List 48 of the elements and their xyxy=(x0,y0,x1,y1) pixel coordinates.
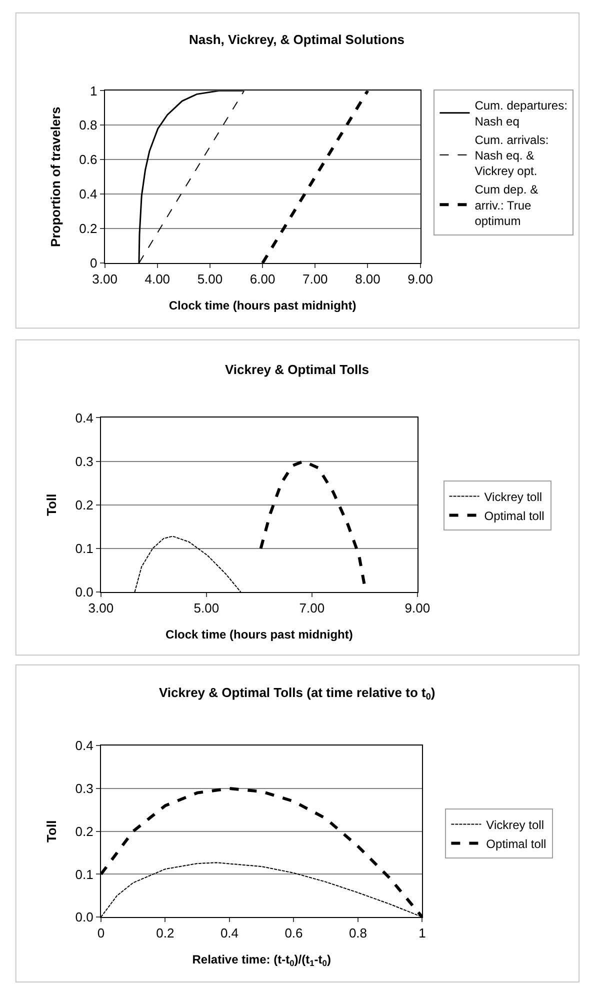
x-tick-label: 3.00 xyxy=(92,272,118,287)
x-tick-label: 5.00 xyxy=(194,600,220,616)
y-tick-label: 0.1 xyxy=(75,866,94,882)
x-tick-label: 0.4 xyxy=(220,926,239,941)
legend-label: Cum. departures: Nash eq xyxy=(474,98,568,128)
y-axis-title: Toll xyxy=(44,494,60,516)
x-axis-title: Relative time: (t-t$_{0}$)/(t$_{1}$-t$_{0}$) xyxy=(192,952,331,968)
y-tick-label: 0.2 xyxy=(75,497,94,512)
y-tick-label: 0.2 xyxy=(79,221,98,236)
y-axis-title: Toll xyxy=(44,820,60,842)
chart-title: Vickrey & Optimal Tolls (at time relative to t$_{0}$) xyxy=(159,685,436,702)
x-tick-label: 4.00 xyxy=(144,272,170,287)
x-tick-label: 0.2 xyxy=(156,926,174,941)
x-tick-label: 7.00 xyxy=(302,272,328,287)
y-tick-label: 0.3 xyxy=(75,781,94,796)
y-tick-label: 0.1 xyxy=(75,541,94,556)
y-tick-label: 0.3 xyxy=(75,454,94,469)
chart-title: Vickrey & Optimal Tolls xyxy=(225,362,370,377)
y-axis-title: Proportion of travelers xyxy=(48,106,64,247)
legend-label: Cum dep. & arriv.: True optimum xyxy=(474,182,538,228)
x-tick-label: 7.00 xyxy=(299,600,325,616)
chart-title: Nash, Vickrey, & Optimal Solutions xyxy=(189,32,405,47)
legend-label: Cum. arrivals: Nash eq. & Vickrey opt. xyxy=(474,132,549,178)
x-tick-label: 5.00 xyxy=(197,272,223,287)
y-tick-label: 0.4 xyxy=(79,186,98,202)
y-tick-label: 0.4 xyxy=(75,738,94,754)
y-tick-label: 0.6 xyxy=(79,152,98,168)
y-tick-label: 1 xyxy=(90,83,98,98)
x-axis-title: Clock time (hours past midnight) xyxy=(168,298,356,313)
y-tick-label: 0.8 xyxy=(79,118,98,133)
x-tick-label: 0.8 xyxy=(348,926,368,941)
y-tick-label: 0.4 xyxy=(75,410,94,426)
x-tick-label: 6.00 xyxy=(250,272,276,287)
y-tick-label: 0 xyxy=(90,256,98,271)
y-tick-label: 0.0 xyxy=(75,584,94,600)
y-tick-label: 0.0 xyxy=(75,910,94,925)
legend-label: Vickrey toll xyxy=(486,818,544,832)
x-tick-label: 3.00 xyxy=(88,600,114,616)
x-tick-label: 9.00 xyxy=(404,600,430,616)
x-tick-label: 1 xyxy=(418,926,426,941)
x-tick-label: 9.00 xyxy=(408,272,433,287)
legend-label: Optimal toll xyxy=(486,836,546,851)
legend-label: Vickrey toll xyxy=(484,490,542,504)
legend-label: Optimal toll xyxy=(484,508,544,523)
x-tick-label: 0.6 xyxy=(284,926,303,941)
y-tick-label: 0.2 xyxy=(75,824,94,839)
x-tick-label: 8.00 xyxy=(355,272,380,287)
x-axis-title: Clock time (hours past midnight) xyxy=(166,628,353,642)
